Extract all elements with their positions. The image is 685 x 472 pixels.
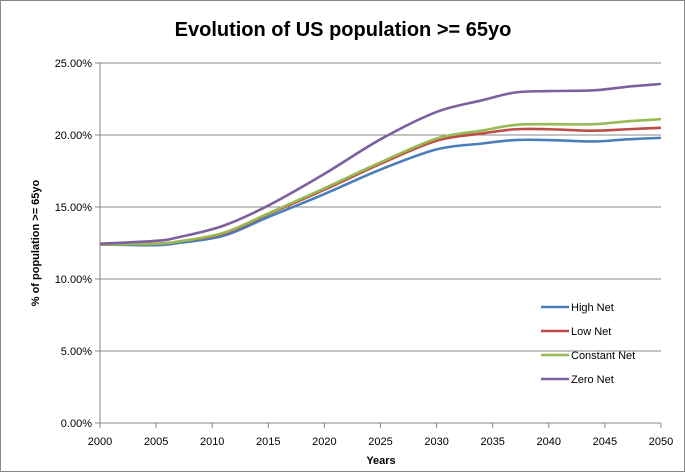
y-axis-label: % of population >= 65yo [30, 179, 42, 306]
series-line-high-net [99, 136, 662, 247]
chart-title: Evolution of US population >= 65yo [175, 19, 512, 41]
x-tick-label: 2050 [649, 436, 673, 448]
x-axis-label: Years [366, 455, 395, 467]
y-tick-label: 5.00% [61, 346, 92, 358]
x-tick-label: 2000 [88, 436, 112, 448]
y-tick-label: 10.00% [55, 274, 93, 286]
legend-label-high-net: High Net [571, 302, 614, 314]
series-line-constant-net [99, 117, 662, 246]
x-tick-label: 2010 [200, 436, 224, 448]
x-tick-label: 2025 [368, 436, 392, 448]
x-tick-label: 2030 [424, 436, 448, 448]
x-tick-label: 2035 [480, 436, 504, 448]
x-tick-label: 2020 [312, 436, 336, 448]
y-tick-label: 25.00% [55, 58, 93, 70]
y-tick-label: 20.00% [55, 130, 93, 142]
x-tick-label: 2045 [593, 436, 617, 448]
series-line-zero-net [99, 82, 662, 246]
series-line-low-net [99, 126, 662, 246]
x-tick-label: 2015 [256, 436, 280, 448]
x-tick-label: 2005 [144, 436, 168, 448]
y-tick-label: 0.00% [61, 418, 92, 430]
legend-label-zero-net: Zero Net [571, 374, 614, 386]
legend: High Net Low Net Constant Net Zero Net [541, 302, 635, 386]
legend-label-low-net: Low Net [571, 326, 611, 338]
y-tick-label: 15.00% [55, 202, 93, 214]
legend-label-constant-net: Constant Net [571, 350, 635, 362]
x-tick-label: 2040 [537, 436, 561, 448]
